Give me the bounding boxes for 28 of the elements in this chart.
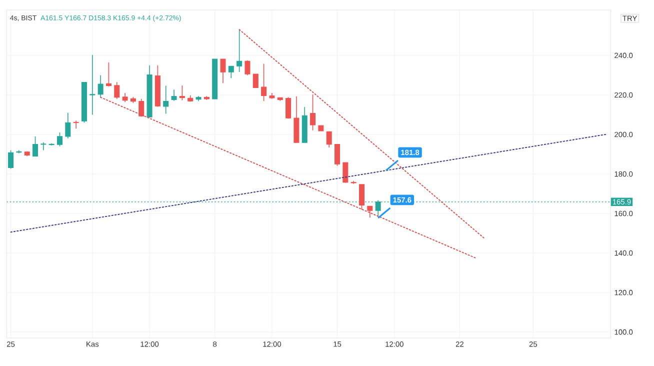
candlestick xyxy=(359,184,365,210)
candlestick xyxy=(65,112,71,139)
candlestick xyxy=(122,92,128,102)
candlestick xyxy=(163,85,169,114)
candlestick xyxy=(57,132,63,147)
candlestick xyxy=(228,66,234,79)
candlestick xyxy=(179,85,185,101)
candlestick xyxy=(40,142,46,151)
candlestick xyxy=(32,136,38,157)
candlestick xyxy=(8,150,14,170)
candlestick xyxy=(334,144,340,166)
candlestick xyxy=(261,63,267,102)
candlestick xyxy=(106,62,112,87)
candlestick xyxy=(286,96,292,120)
candlestick xyxy=(73,120,79,129)
candlestick xyxy=(171,89,177,102)
candlestick xyxy=(342,162,348,184)
candlestick xyxy=(310,94,316,131)
candlestick xyxy=(98,74,104,98)
candlestick xyxy=(114,82,120,100)
candlestick xyxy=(220,58,226,84)
candlestick xyxy=(244,60,250,76)
candlestick xyxy=(90,54,96,116)
candlestick xyxy=(236,29,242,72)
candlestick xyxy=(138,98,144,118)
candlestick xyxy=(367,206,373,218)
candlestick xyxy=(326,131,332,148)
candlestick xyxy=(252,74,258,88)
